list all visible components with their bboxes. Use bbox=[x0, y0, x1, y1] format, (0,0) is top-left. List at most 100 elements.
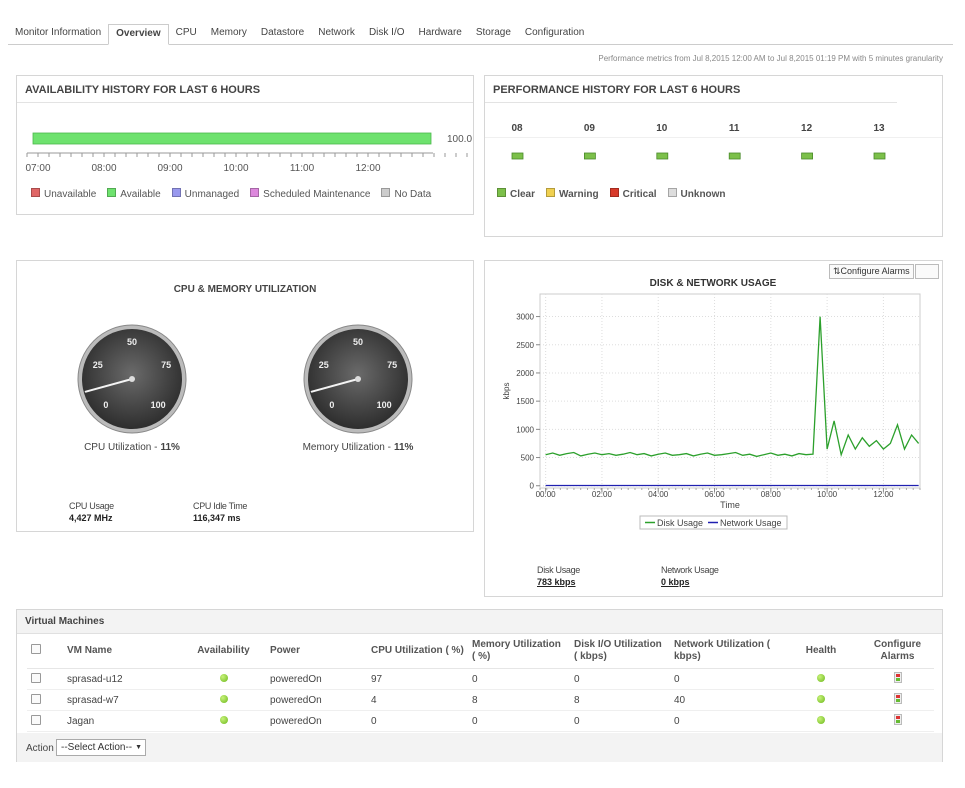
status-dot bbox=[817, 673, 825, 682]
icon-cell bbox=[781, 668, 861, 690]
panel-title: AVAILABILITY HISTORY FOR LAST 6 HOURS bbox=[25, 84, 261, 96]
alarm-icon[interactable] bbox=[893, 714, 902, 725]
checkbox[interactable] bbox=[31, 672, 41, 683]
configure-alarms-button[interactable]: ⇅Configure Alarms bbox=[829, 264, 914, 279]
status-dot bbox=[817, 715, 825, 724]
cpu-memory-panel: CPU & MEMORY UTILIZATION CPU Usage 4,427… bbox=[16, 260, 474, 532]
select-text: --Select Action-- bbox=[61, 742, 133, 753]
legend: Unavailable Available Unmanaged Scheduled M… bbox=[31, 188, 442, 200]
icon-cell bbox=[861, 710, 934, 732]
legend-item: Unknown bbox=[667, 188, 726, 200]
stat-value[interactable]: 0 kbps bbox=[661, 577, 690, 587]
stat-label: Disk Usage bbox=[537, 565, 581, 575]
panel-title: CPU & MEMORY UTILIZATION bbox=[173, 284, 317, 295]
legend-label: Unavailable bbox=[44, 189, 97, 200]
tab-bar: Monitor Information Overview CPU Memory Data… bbox=[8, 24, 953, 45]
icon-cell bbox=[181, 689, 266, 711]
icon-cell bbox=[861, 668, 934, 690]
table-cell: 0 bbox=[367, 710, 468, 732]
table-row: Jagan poweredOn 0 0 0 0 bbox=[27, 710, 934, 732]
table-cell: sprasad-w7 bbox=[63, 689, 181, 711]
tab[interactable]: Overview bbox=[108, 24, 169, 45]
legend-item: Clear bbox=[497, 188, 535, 200]
tab[interactable]: Network bbox=[318, 27, 355, 38]
legend-swatch bbox=[667, 188, 677, 197]
icon-cell bbox=[861, 689, 934, 711]
table-cell: 97 bbox=[367, 668, 468, 690]
table-cell: 8 bbox=[570, 689, 670, 711]
checkbox-cell bbox=[27, 668, 63, 690]
panel-title: Virtual Machines bbox=[25, 616, 105, 627]
stat-value: 116,347 ms bbox=[193, 513, 241, 523]
tab[interactable]: Disk I/O bbox=[368, 27, 405, 38]
icon-cell bbox=[181, 710, 266, 732]
status-dot bbox=[219, 673, 228, 682]
action-label: Action bbox=[26, 743, 54, 754]
legend-item: Unavailable bbox=[31, 188, 96, 200]
panel-header bbox=[17, 610, 942, 634]
tab[interactable]: Hardware bbox=[418, 27, 462, 38]
performance-panel: PERFORMANCE HISTORY FOR LAST 6 HOURS Cle… bbox=[484, 75, 943, 237]
table-cell: 8 bbox=[468, 689, 570, 711]
tab[interactable]: Memory bbox=[210, 27, 247, 38]
table-cell: sprasad-u12 bbox=[63, 668, 181, 690]
legend-swatch bbox=[609, 188, 619, 197]
table-cell: 4 bbox=[367, 689, 468, 711]
stat-label: Network Usage bbox=[661, 565, 719, 575]
status-dot bbox=[219, 715, 228, 724]
header-cell: CPU Utilization ( %) bbox=[367, 634, 468, 669]
header-cell bbox=[27, 634, 63, 669]
table-cell: poweredOn bbox=[266, 689, 367, 711]
legend-label: Scheduled Maintenance bbox=[263, 189, 371, 200]
legend: Clear Warning Critical Unknown bbox=[497, 188, 737, 200]
legend-item: No Data bbox=[381, 188, 431, 200]
divider bbox=[485, 137, 942, 138]
panel-title: PERFORMANCE HISTORY FOR LAST 6 HOURS bbox=[493, 84, 741, 96]
legend-label: Clear bbox=[510, 189, 536, 200]
icon-cell bbox=[781, 689, 861, 711]
table-cell: 0 bbox=[670, 668, 781, 690]
tab[interactable]: Storage bbox=[475, 27, 511, 38]
tab[interactable]: Monitor Information bbox=[15, 27, 102, 38]
chart-options-button[interactable] bbox=[915, 264, 939, 279]
alarm-icon[interactable] bbox=[893, 693, 902, 704]
status-dot bbox=[219, 694, 228, 703]
legend-swatch bbox=[171, 188, 181, 197]
divider bbox=[17, 102, 473, 103]
checkbox[interactable] bbox=[31, 714, 41, 725]
legend-label: Available bbox=[120, 189, 161, 200]
disk-network-panel: ⇅Configure Alarms Disk Usage 783 kbps Ne… bbox=[484, 260, 943, 597]
checkbox[interactable] bbox=[31, 693, 41, 704]
legend-label: Unknown bbox=[680, 189, 726, 200]
checkbox[interactable] bbox=[31, 644, 41, 654]
header-cell: Availability bbox=[181, 634, 266, 669]
stat-value[interactable]: 783 kbps bbox=[537, 577, 576, 587]
table-cell: 40 bbox=[670, 689, 781, 711]
table-row: sprasad-w7 poweredOn 4 8 8 40 bbox=[27, 689, 934, 711]
table-row: sprasad-u12 poweredOn 97 0 0 0 bbox=[27, 668, 934, 690]
legend-label: Unmanaged bbox=[184, 189, 240, 200]
stat-label: CPU Idle Time bbox=[193, 501, 248, 511]
stat-value: 4,427 MHz bbox=[69, 513, 113, 523]
legend-item: Unmanaged bbox=[171, 188, 240, 200]
divider bbox=[485, 102, 897, 103]
tab[interactable]: Configuration bbox=[524, 27, 585, 38]
legend-label: Warning bbox=[559, 189, 599, 200]
icon-cell bbox=[781, 710, 861, 732]
alarm-icon[interactable] bbox=[893, 672, 902, 683]
checkbox-cell bbox=[27, 710, 63, 732]
action-select[interactable]: --Select Action-- ▼ bbox=[56, 739, 146, 756]
tab[interactable]: Datastore bbox=[260, 27, 305, 38]
header-cell: Configure Alarms bbox=[861, 634, 934, 669]
action-bar bbox=[17, 733, 942, 762]
checkbox-cell bbox=[27, 689, 63, 711]
legend-label: Critical bbox=[622, 189, 657, 200]
legend-swatch bbox=[546, 188, 556, 197]
legend-swatch bbox=[497, 188, 506, 197]
legend-item: Available bbox=[107, 188, 161, 200]
tab[interactable]: CPU bbox=[175, 27, 197, 38]
table-cell: 0 bbox=[468, 710, 570, 732]
header-cell: Power bbox=[266, 634, 367, 669]
button-label: Configure Alarms bbox=[840, 266, 910, 276]
